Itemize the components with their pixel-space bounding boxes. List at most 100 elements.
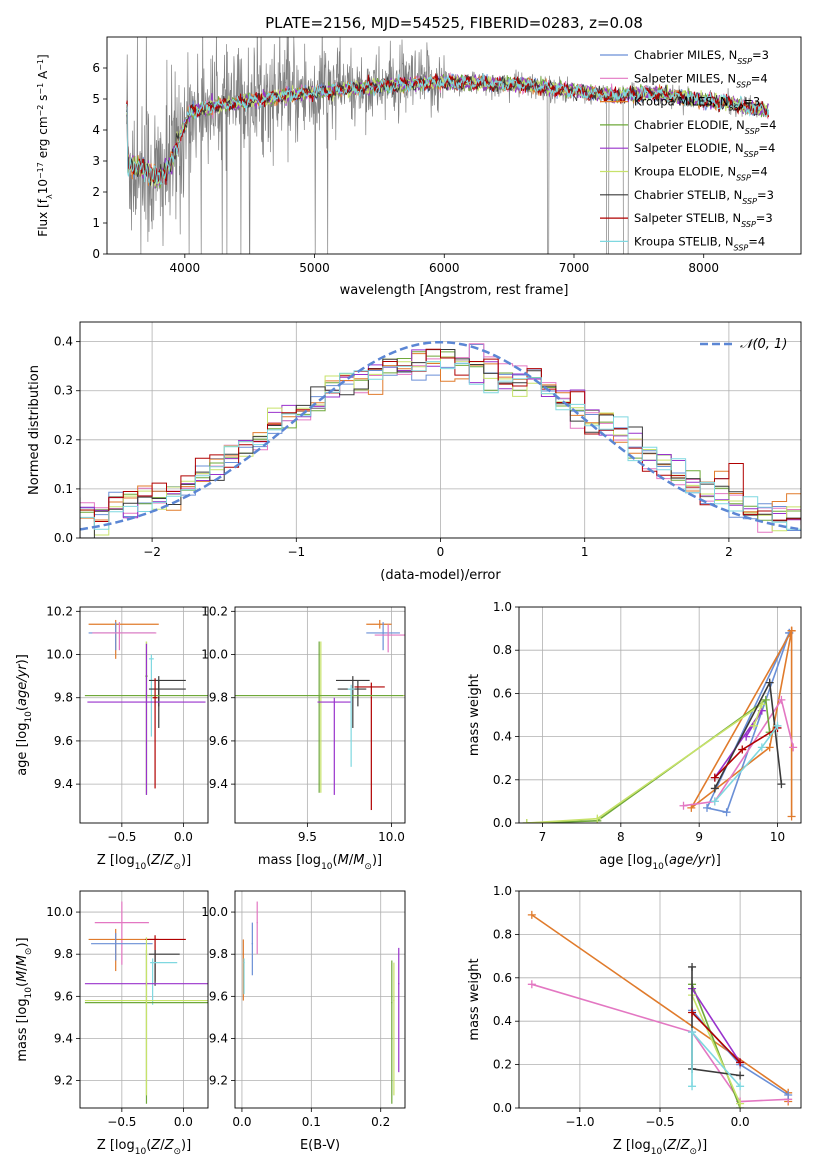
data-point xyxy=(703,803,711,812)
panel-5: 7 8 9 10 0.0 0.2 0.4 0.6 0.8 1.0 age [log10(age/yr… xyxy=(467,600,802,872)
legend-entry: Chabrier ELODIE, NSSP=4 xyxy=(634,118,776,136)
y-tick-label: 9.4 xyxy=(54,777,73,791)
x-tick-label: −2 xyxy=(143,545,161,559)
y-axis-label: age [log10(age/yr)] xyxy=(15,654,34,776)
data-point xyxy=(593,814,602,823)
y-tick-label: 0.8 xyxy=(493,643,512,657)
normal-curve xyxy=(80,340,799,531)
panel-1: 4000 5000 6000 7000 8000 0 1 2 3 4 5 6 PLATE=2156, M… xyxy=(36,14,802,298)
data-point xyxy=(765,743,774,752)
data-point xyxy=(750,721,758,730)
y-tick-label: 10.0 xyxy=(201,905,228,919)
x-axis-label: wavelength [Angstrom, rest frame] xyxy=(340,283,569,298)
y-axis-label: mass weight xyxy=(467,958,482,1040)
y-tick-label: 9.4 xyxy=(54,1031,73,1045)
axes-frame xyxy=(518,890,802,1109)
plot-area xyxy=(80,891,208,1108)
y-tick-label: 9.8 xyxy=(54,947,73,961)
y-tick-label: 0.6 xyxy=(493,686,512,700)
data-point xyxy=(710,784,719,793)
x-tick-label: 8000 xyxy=(688,261,719,275)
series-salpeter-stelib xyxy=(691,1011,741,1063)
histogram-kroupa-stelib xyxy=(80,361,801,530)
legend-entry: Salpeter STELIB, NSSP=3 xyxy=(634,211,773,229)
series-kroupa-stelib xyxy=(691,1029,741,1087)
y-tick-label: 9.6 xyxy=(54,734,73,748)
series-salpeter-miles xyxy=(683,697,794,807)
data-point xyxy=(777,695,786,704)
series-chabrier-miles xyxy=(705,632,791,814)
x-tick-label: 0.0 xyxy=(731,1115,750,1129)
panel-2: −2 −1 0 1 2 0.0 0.1 0.2 0.3 0.4 𝒩(0, 1) (data-model… xyxy=(27,321,802,583)
plot-area xyxy=(519,891,801,1108)
x-tick-label: 0.2 xyxy=(371,1115,390,1129)
plot-area xyxy=(80,607,208,823)
y-tick-label: 3 xyxy=(92,154,100,168)
legend-entry: Salpeter MILES, NSSP=4 xyxy=(634,71,768,89)
plot-area xyxy=(519,607,801,823)
legend-entry: Kroupa STELIB, NSSP=4 xyxy=(634,234,765,252)
y-tick-label: 0.4 xyxy=(493,1014,512,1028)
legend-entry: Kroupa ELODIE, NSSP=4 xyxy=(634,165,768,183)
y-tick-label: 9.8 xyxy=(209,947,228,961)
model-salpeter-stelib xyxy=(126,73,770,185)
x-axis-label: age [log10(age/yr)] xyxy=(599,853,721,872)
data-point xyxy=(710,797,719,806)
y-tick-label: 0.0 xyxy=(54,531,73,545)
data-point xyxy=(679,801,688,810)
x-tick-label: 4000 xyxy=(170,261,201,275)
data-point xyxy=(738,745,747,754)
panel-6: −0.5 0.0 9.2 9.4 9.6 9.8 10.0 Z [log10(Z/Z⊙)] ma… xyxy=(15,890,209,1157)
y-tick-label: 0.2 xyxy=(54,433,73,447)
panel-3: −0.5 0.0 9.4 9.6 9.8 10.0 10.2 Z [log10(Z/Z⊙)] a… xyxy=(15,604,209,872)
axes-frame xyxy=(234,606,406,824)
x-tick-label: 7 xyxy=(539,830,547,844)
x-axis-label: Z [log10(Z/Z⊙)] xyxy=(97,853,191,872)
y-tick-label: 0.0 xyxy=(493,1101,512,1115)
y-tick-label: 0.3 xyxy=(54,384,73,398)
data-point xyxy=(527,980,536,989)
data-point xyxy=(787,626,796,635)
y-axis-label: mass [log10(M/M⊙)] xyxy=(15,937,34,1061)
data-point xyxy=(688,1082,697,1091)
y-tick-label: 0.8 xyxy=(493,927,512,941)
x-tick-label: −1 xyxy=(287,545,305,559)
axes-frame xyxy=(234,890,406,1109)
x-tick-label: 0.0 xyxy=(174,830,193,844)
y-tick-label: 9.6 xyxy=(209,734,228,748)
x-tick-label: 0.0 xyxy=(174,1115,193,1129)
panel-4: 9.5 10.0 9.4 9.6 9.8 10.0 10.2 mass [log10(M/M⊙… xyxy=(201,604,406,872)
data-point xyxy=(742,732,751,741)
data-point xyxy=(522,819,531,823)
x-tick-label: 5000 xyxy=(299,261,330,275)
data-point xyxy=(710,773,719,782)
axes-frame xyxy=(79,890,209,1109)
y-tick-label: 0.4 xyxy=(493,730,512,744)
data-point xyxy=(688,962,697,971)
legend-entry: Chabrier STELIB, NSSP=3 xyxy=(634,188,774,206)
plot-area xyxy=(80,322,801,538)
x-axis-label: E(B-V) xyxy=(300,1138,340,1153)
x-tick-label: 1 xyxy=(581,545,589,559)
y-tick-label: 10.0 xyxy=(46,905,73,919)
x-tick-label: 0.1 xyxy=(302,1115,321,1129)
y-tick-label: 2 xyxy=(92,185,100,199)
y-tick-label: 0.0 xyxy=(493,816,512,830)
panel-7: 0.0 0.1 0.2 9.2 9.4 9.6 9.8 10.0 E(B-V) xyxy=(201,890,406,1153)
y-tick-label: 9.6 xyxy=(54,989,73,1003)
y-tick-label: 1.0 xyxy=(493,600,512,614)
data-point xyxy=(757,743,766,752)
series-chabrier-elodie xyxy=(526,698,771,823)
series-kroupa-miles xyxy=(690,627,793,817)
x-tick-label: −0.5 xyxy=(645,1115,674,1129)
x-tick-label: 9 xyxy=(695,830,703,844)
x-tick-label: −0.5 xyxy=(107,830,136,844)
data-point xyxy=(736,1071,745,1080)
series-salpeter-miles xyxy=(531,983,789,1103)
y-tick-label: 5 xyxy=(92,92,100,106)
y-tick-label: 0.4 xyxy=(54,335,73,349)
y-tick-label: 0.2 xyxy=(493,773,512,787)
data-point xyxy=(761,695,770,704)
y-tick-label: 6 xyxy=(92,61,100,75)
